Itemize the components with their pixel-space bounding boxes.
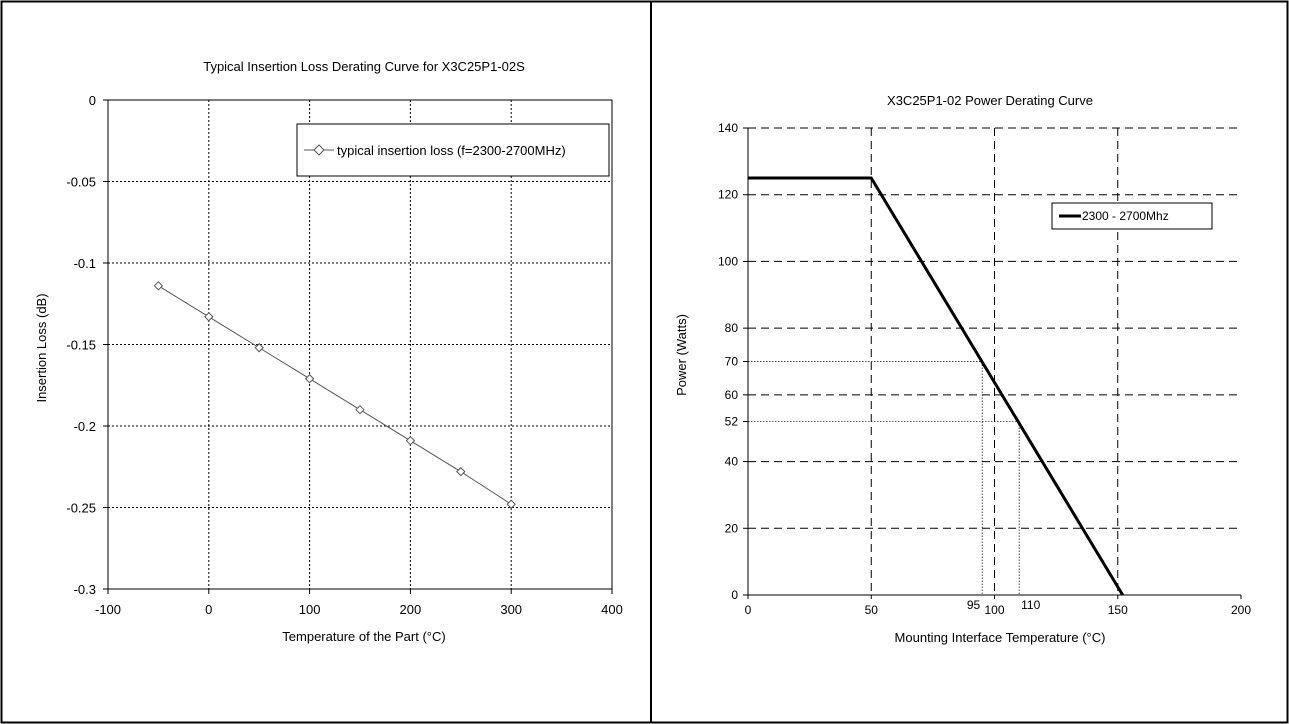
y-axis: 0 20 40 52 60 70 80 100 120 140 [718,121,748,602]
y-tick-label: -0.1 [74,256,96,271]
y-tick-label: 100 [718,254,738,268]
y-axis-label: Power (Watts) [674,314,689,396]
legend: typical insertion loss (f=2300-2700MHz) [296,123,610,177]
data-point [355,404,365,415]
x-tick-label: 100 [299,602,321,617]
legend-label: 2300 - 2700Mhz [1082,209,1169,223]
x-tick-label: 150 [1108,603,1128,617]
y-tick-label: 70 [725,355,739,369]
annotation-label: 95 [967,598,981,612]
x-tick-label: 50 [865,603,879,617]
x-tick-label: 100 [984,603,1004,617]
series-power [748,176,1124,596]
y-tick-label: 60 [725,388,739,402]
data-point [405,435,416,446]
legend-box [296,123,610,177]
y-tick-label: 52 [725,415,739,429]
x-tick-label: 0 [205,602,212,617]
data-point [456,466,466,477]
series-insertion-loss [153,281,516,509]
x-tick-label: 200 [400,602,422,617]
x-axis: -100 0 100 200 300 400 [95,589,623,617]
x-tick-label: 400 [601,602,623,617]
x-tick-label: 0 [745,603,752,617]
data-point [153,281,164,291]
insertion-loss-chart: Typical Insertion Loss Derating Curve fo… [34,59,623,644]
y-axis: 0 -0.05 -0.1 -0.15 -0.2 -0.25 -0.3 [66,93,108,597]
y-tick-label: 0 [89,93,96,108]
y-tick-label: 80 [725,321,739,335]
power-derating-chart: X3C25P1-02 Power Derating Curve 95 110 0 2… [674,93,1251,645]
x-tick-label: 300 [500,602,522,617]
y-tick-label: 20 [725,521,739,535]
legend: 2300 - 2700Mhz [1051,202,1213,230]
series-line [158,285,512,505]
x-axis-label: Temperature of the Part (°C) [282,629,445,644]
reference-lines: 95 110 [748,361,1041,612]
y-tick-label: -0.2 [74,419,96,434]
data-point [304,374,315,384]
chart-title: Typical Insertion Loss Derating Curve fo… [203,59,525,74]
y-tick-label: -0.05 [66,175,96,190]
legend-label: typical insertion loss (f=2300-2700MHz) [337,143,566,158]
y-tick-label: -0.15 [66,338,96,353]
chart-title: X3C25P1-02 Power Derating Curve [887,93,1093,108]
data-point [254,343,264,353]
legend-box [1051,202,1213,230]
y-tick-label: 140 [718,121,738,135]
data-point [506,499,516,509]
grid [108,100,612,589]
x-axis-label: Mounting Interface Temperature (°C) [895,630,1106,645]
x-axis: 0 50 100 150 200 [745,595,1251,617]
grid [748,127,1241,595]
legend-diamond-marker [313,144,325,156]
series-line [748,176,1124,596]
annotation-label: 110 [1021,598,1040,612]
y-axis-label: Insertion Loss (dB) [34,293,49,402]
y-tick-label: 0 [731,588,738,602]
y-tick-label: -0.25 [66,501,96,516]
x-tick-label: 200 [1231,603,1251,617]
y-tick-label: 120 [718,188,738,202]
x-tick-label: -100 [95,602,121,617]
data-point [204,312,214,322]
y-tick-label: -0.3 [74,582,96,597]
y-tick-label: 40 [725,455,739,469]
